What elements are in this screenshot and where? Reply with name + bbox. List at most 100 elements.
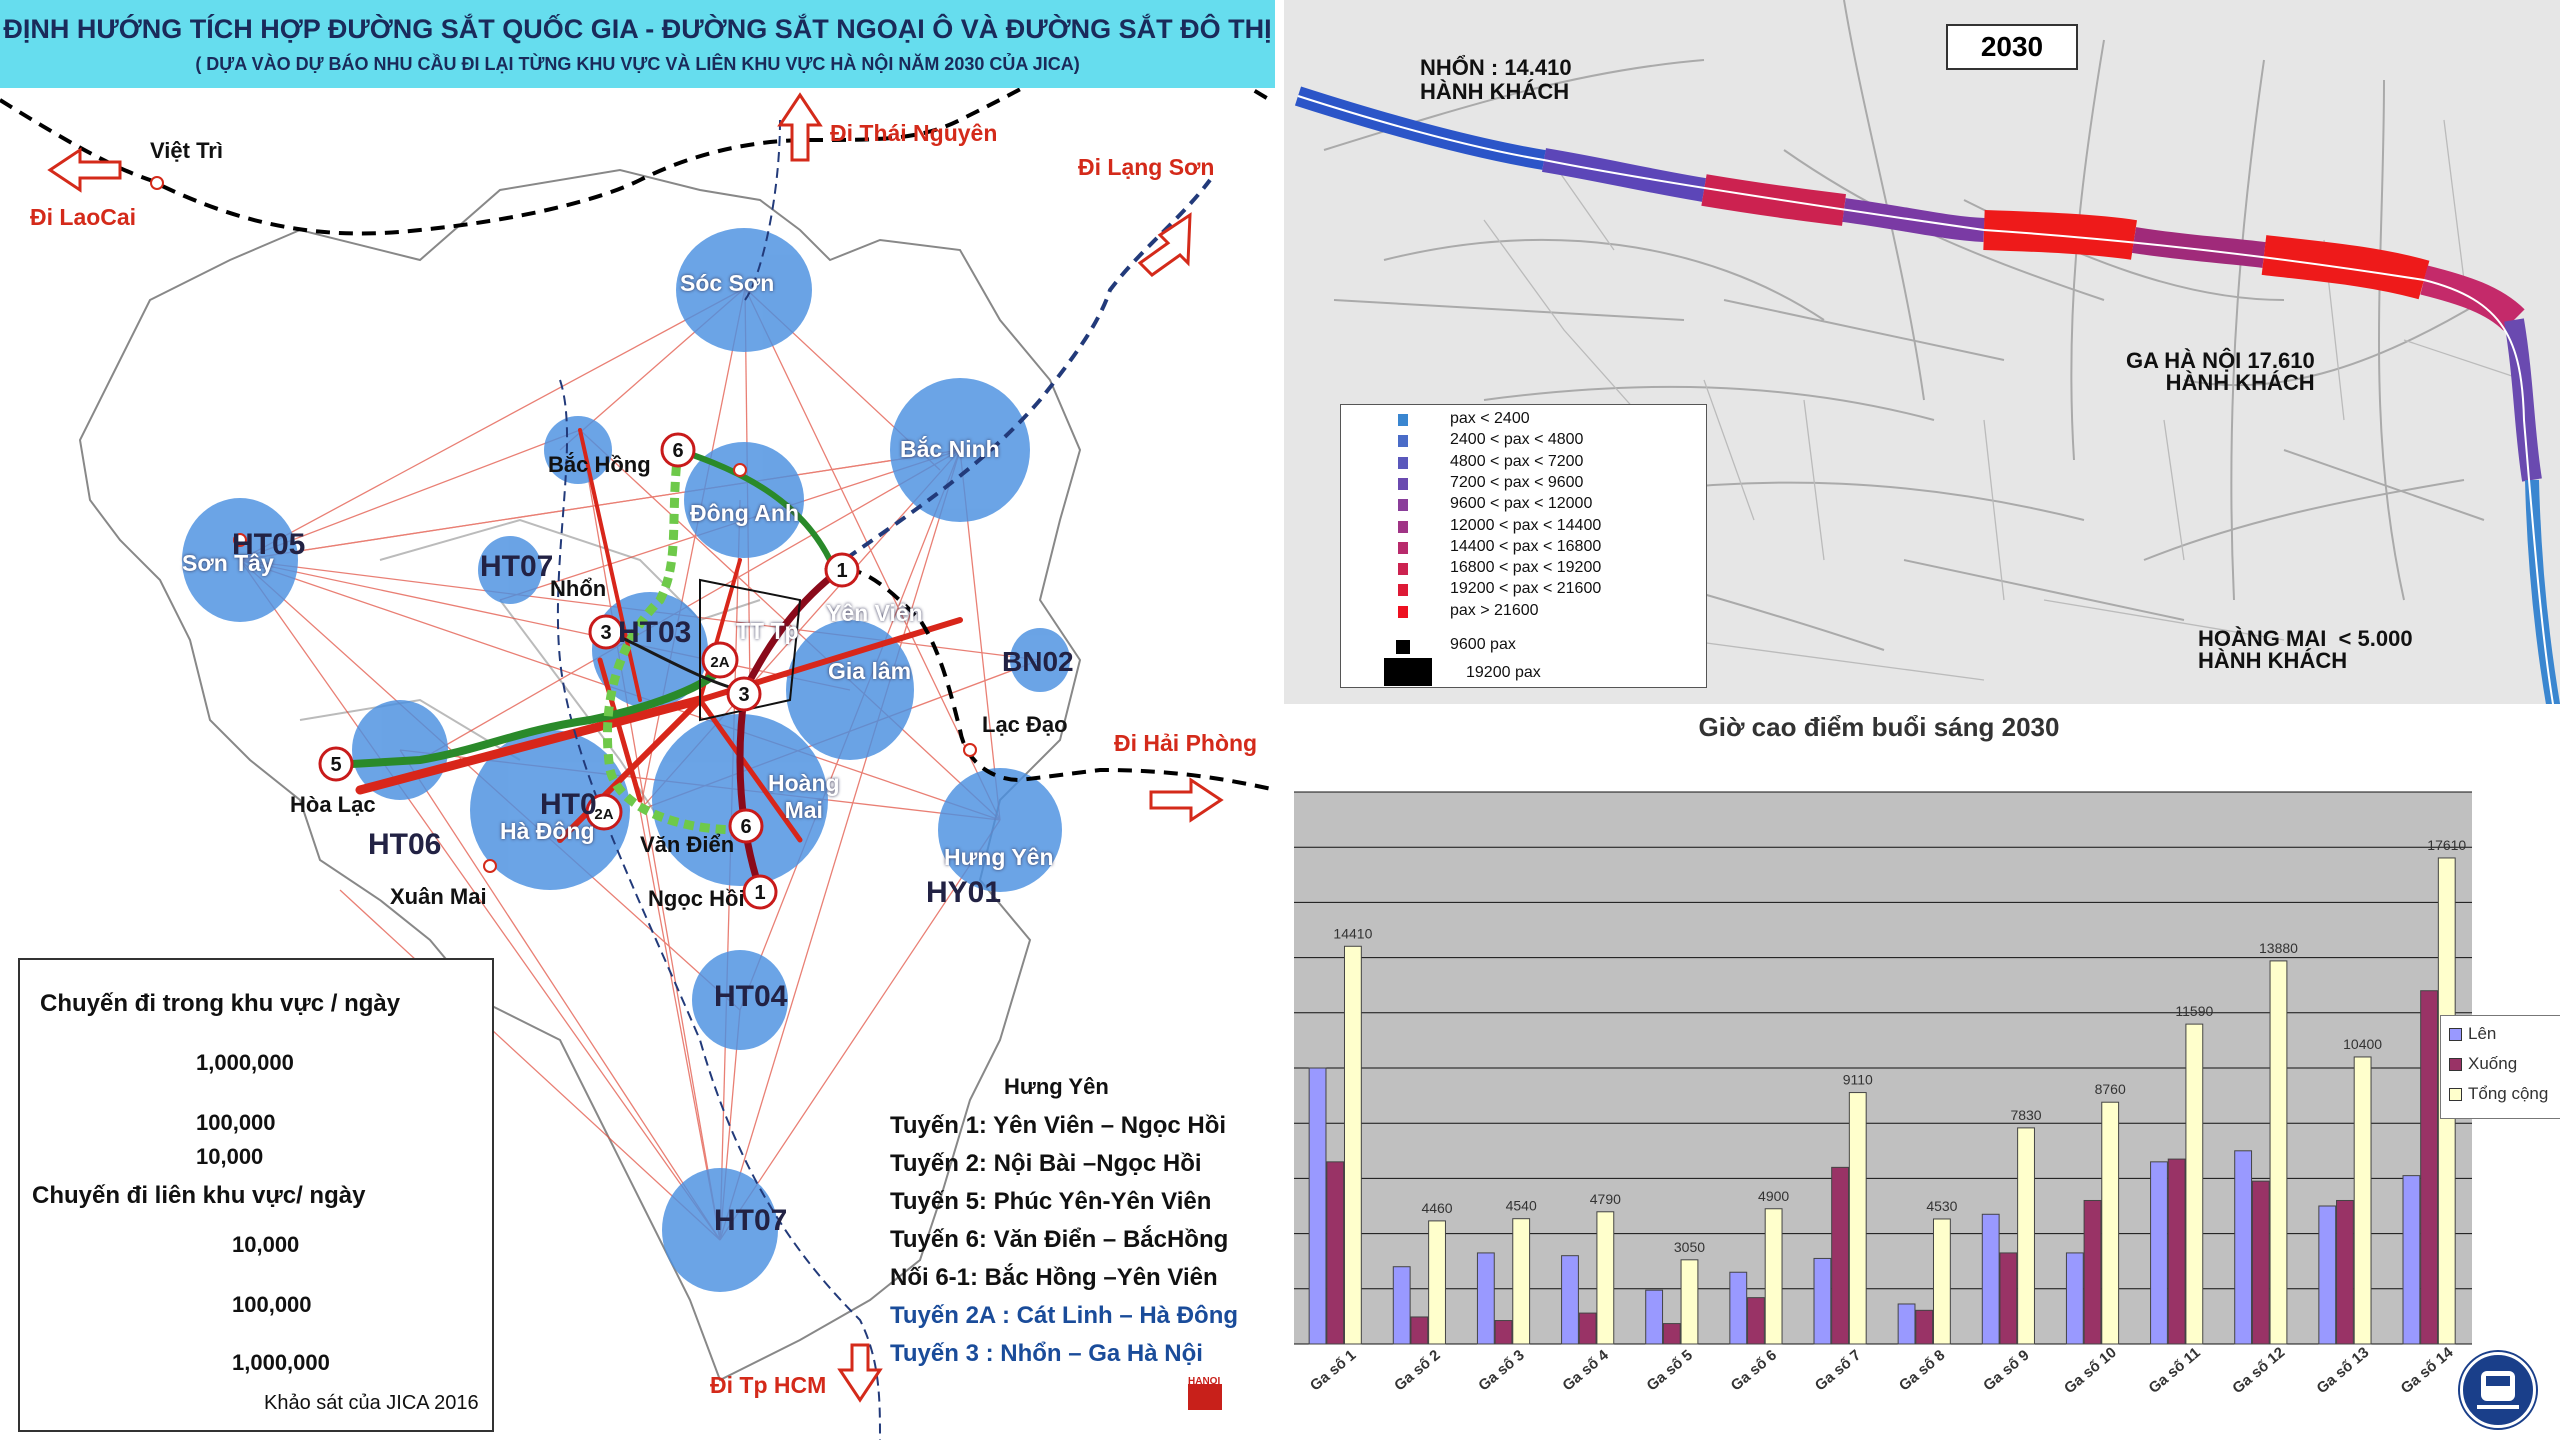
station-circle bbox=[824, 552, 860, 588]
flow-legend-swatch bbox=[1398, 520, 1408, 533]
station-circle bbox=[588, 614, 624, 650]
route-item: Tuyến 2A : Cát Linh – Hà Đông bbox=[890, 1302, 1239, 1329]
label-dir-hcm: Đi Tp HCM bbox=[710, 1372, 827, 1398]
label-gahanoi-pax: GA HÀ NỘI 17.610 HÀNH KHÁCH bbox=[2126, 348, 2315, 395]
x-tick-label: Ga số 11 bbox=[2146, 1344, 2204, 1397]
bar bbox=[1428, 1220, 1446, 1345]
label-yenvien: Yên Viên bbox=[826, 600, 923, 626]
bar bbox=[1476, 1252, 1495, 1345]
legend-value: 10,000 bbox=[196, 1144, 264, 1169]
label-dir-haiphong: Đi Hải Phòng bbox=[1114, 730, 1258, 756]
bar bbox=[1764, 1208, 1783, 1345]
label-hungyen: Hưng Yên bbox=[944, 844, 1054, 870]
train-icon bbox=[2460, 1352, 2536, 1428]
bar bbox=[1729, 1271, 1748, 1345]
route-item: Tuyến 1: Yên Viên – Ngọc Hồi bbox=[890, 1112, 1227, 1139]
data-label: 4530 bbox=[1926, 1198, 1957, 1214]
x-tick-label: Ga số 14 bbox=[2398, 1344, 2457, 1398]
bar bbox=[1747, 1297, 1765, 1345]
flow-legend-row: 12000 < pax < 14400 bbox=[1340, 517, 1705, 537]
data-label: 4460 bbox=[1421, 1200, 1452, 1216]
bar bbox=[1561, 1255, 1579, 1345]
route-item: Tuyến 5: Phúc Yên-Yên Viên bbox=[890, 1188, 1212, 1215]
route-item: Tuyến 6: Văn Điển – BắcHồng bbox=[890, 1226, 1229, 1253]
flow-map-canvas bbox=[1294, 0, 2560, 710]
bar bbox=[2150, 1161, 2168, 1345]
route-item: Tuyến 2: Nội Bài –Ngọc Hồi bbox=[890, 1150, 1202, 1177]
label-zone-ht06: HT06 bbox=[368, 828, 442, 861]
flow-legend-label: 19200 pax bbox=[1466, 664, 1541, 681]
page-title: ĐỊNH HƯỚNG TÍCH HỢP ĐƯỜNG SẮT QUỐC GIA -… bbox=[3, 14, 1272, 44]
major-trip-links bbox=[355, 428, 963, 843]
flow-legend-row: 9600 < pax < 12000 bbox=[1340, 495, 1705, 515]
station-number: 2A bbox=[594, 806, 613, 823]
chart-legend: Lên Xuống Tổng cộng bbox=[2440, 1015, 2560, 1119]
x-tick-label: Ga số 1 bbox=[1307, 1347, 1359, 1395]
x-tick-label: Ga số 5 bbox=[1644, 1347, 1696, 1395]
route-item: Nối 6-1: Bắc Hồng –Yên Viên bbox=[890, 1264, 1218, 1291]
data-label: 4900 bbox=[1758, 1188, 1789, 1204]
label-hoangmai: Hoàng Mai bbox=[768, 770, 840, 823]
legend-value: 1,000,000 bbox=[232, 1350, 330, 1375]
flow-legend-row: 9600 pax bbox=[1340, 636, 1705, 656]
bar bbox=[2065, 1252, 2084, 1345]
label-dir-langson: Đi Lạng Sơn bbox=[1078, 154, 1215, 180]
chart-title: Giờ cao điểm buổi sáng 2030 bbox=[1698, 712, 2060, 742]
flow-legend-label: 16800 < pax < 19200 bbox=[1450, 559, 1602, 577]
flow-legend-row: 19200 pax bbox=[1340, 658, 1705, 686]
station-circle bbox=[318, 746, 354, 782]
station-circle bbox=[660, 432, 696, 468]
bar bbox=[2083, 1199, 2102, 1345]
direction-arrows bbox=[47, 92, 1224, 1403]
bar bbox=[1410, 1316, 1429, 1345]
data-label: 10400 bbox=[2343, 1036, 2382, 1052]
flow-legend-swatch bbox=[1398, 499, 1408, 512]
station-circle bbox=[728, 808, 764, 844]
bar bbox=[1813, 1257, 1832, 1345]
station-number: 2A bbox=[710, 654, 729, 671]
label-nhon-pax: NHỔN : 14.410 HÀNH KHÁCH bbox=[1420, 55, 1572, 104]
bar bbox=[2251, 1180, 2270, 1345]
flow-legend-label: 14400 < pax < 16800 bbox=[1450, 537, 1602, 555]
logo-mark bbox=[1188, 1384, 1222, 1410]
label-hoalac: Hòa Lạc bbox=[290, 792, 376, 817]
flow-legend-label: 7200 < pax < 9600 bbox=[1450, 473, 1584, 491]
data-label: 7830 bbox=[2010, 1107, 2041, 1123]
bar bbox=[2402, 1175, 2421, 1345]
source-note: Khảo sát của JICA 2016 bbox=[264, 1392, 479, 1414]
station-number: 6 bbox=[740, 816, 751, 838]
label-dir-thainguyen: Đi Thái Nguyên bbox=[830, 120, 998, 146]
data-label: 11590 bbox=[2175, 1003, 2213, 1019]
data-label: 4790 bbox=[1590, 1191, 1621, 1207]
label-bacninh: Bắc Ninh bbox=[900, 436, 1000, 462]
label-dir-laocai: Đi LaoCai bbox=[30, 204, 137, 230]
x-tick-label: Ga số 6 bbox=[1728, 1347, 1780, 1395]
flow-legend-label: 4800 < pax < 7200 bbox=[1450, 452, 1584, 470]
x-tick-label: Ga số 2 bbox=[1391, 1347, 1443, 1395]
flow-legend-row: 7200 < pax < 9600 bbox=[1340, 474, 1705, 494]
bar bbox=[2234, 1150, 2253, 1345]
legend-value: 10,000 bbox=[232, 1232, 300, 1257]
bar bbox=[2167, 1158, 2186, 1345]
flow-legend-label: 19200 < pax < 21600 bbox=[1450, 580, 1602, 598]
label-zone-ht04: HT04 bbox=[714, 980, 788, 1013]
map-legend bbox=[18, 958, 494, 1432]
x-tick-label: Ga số 13 bbox=[2313, 1344, 2372, 1397]
place-markers bbox=[150, 176, 977, 873]
flow-legend-swatch bbox=[1398, 584, 1408, 597]
line-6-dotted-green bbox=[603, 449, 741, 835]
bar bbox=[1494, 1320, 1513, 1345]
bar bbox=[1308, 1067, 1327, 1345]
x-tick-label: Ga số 4 bbox=[1559, 1346, 1612, 1394]
station-number: 3 bbox=[738, 684, 749, 706]
bar bbox=[2269, 960, 2288, 1345]
flow-legend-row: 19200 < pax < 21600 bbox=[1340, 580, 1705, 600]
bar bbox=[1645, 1289, 1664, 1345]
station-number: 6 bbox=[672, 440, 683, 462]
legend-value: 100,000 bbox=[232, 1292, 312, 1317]
station-circle bbox=[585, 793, 623, 831]
flow-legend-swatch bbox=[1398, 477, 1408, 490]
bar bbox=[1680, 1259, 1699, 1345]
year-label: 2030 bbox=[1946, 24, 2078, 70]
legend-title-intra: Chuyến đi trong khu vực / ngày bbox=[40, 990, 401, 1017]
